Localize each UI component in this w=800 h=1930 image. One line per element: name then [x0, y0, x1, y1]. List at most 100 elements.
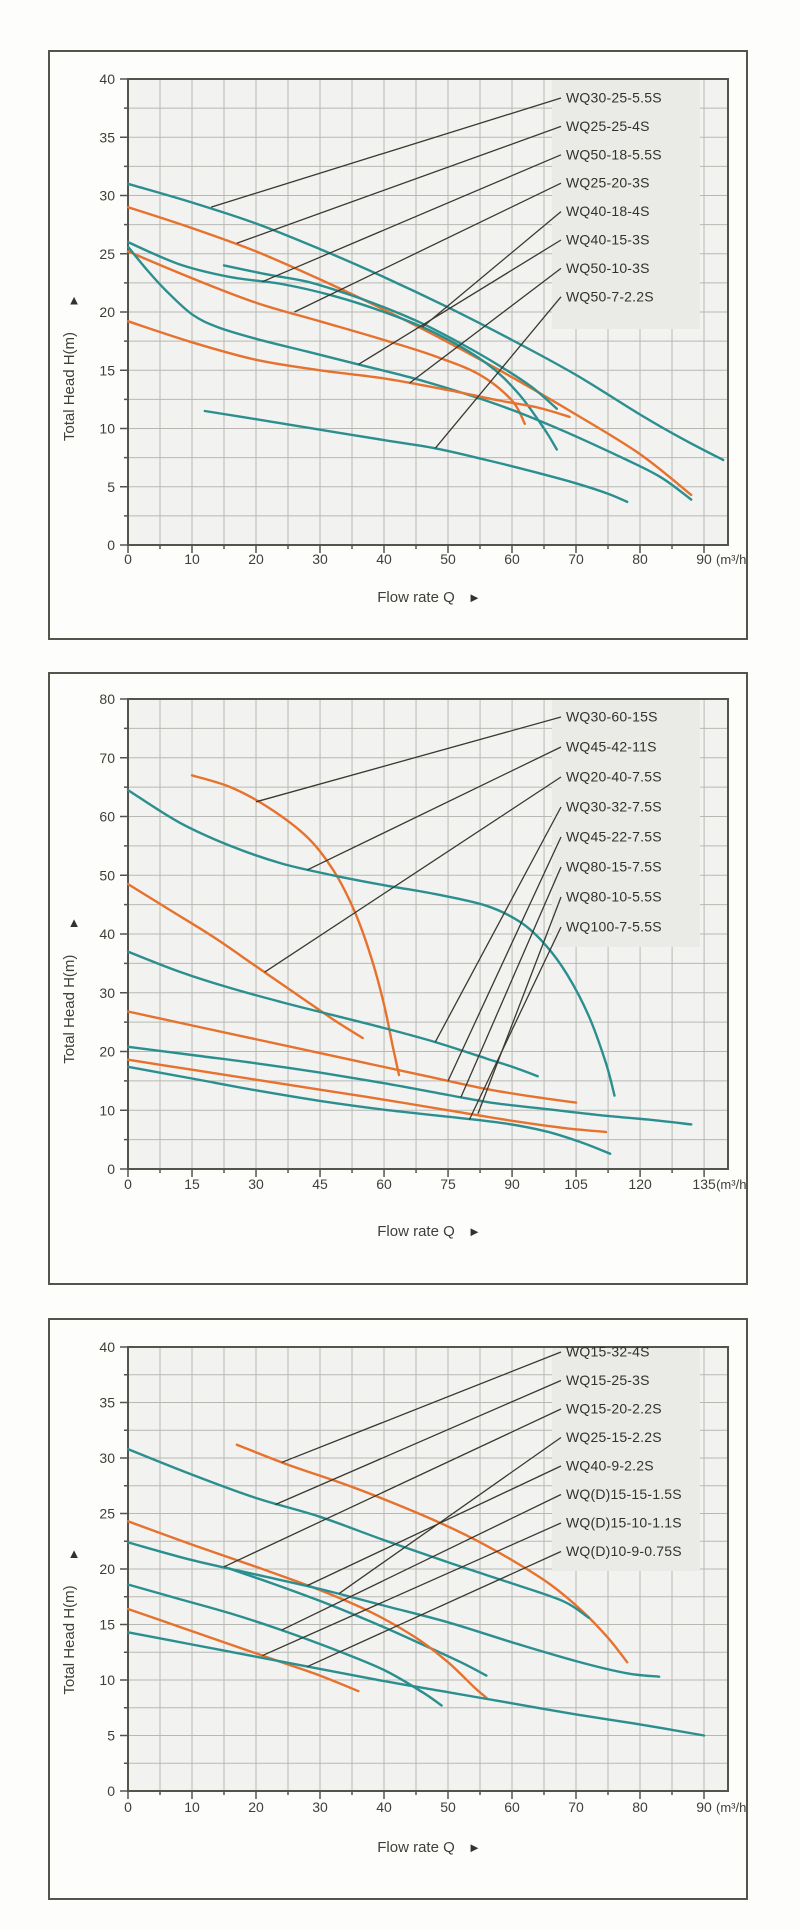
pump-curve-WQ30-32-7.5S	[126, 950, 539, 1078]
pump-curve-WQ(D)15-10-1.1S	[126, 1607, 360, 1693]
pump-curve-WQ40-18-4S	[222, 264, 558, 410]
leader-line	[477, 896, 562, 1115]
y-tick-label: 25	[99, 1506, 115, 1522]
x-axis-title: Flow rate Q	[377, 589, 455, 606]
x-tick-label: 90	[504, 1176, 520, 1192]
x-tick-label: 15	[184, 1176, 200, 1192]
y-tick-label: 40	[99, 71, 115, 87]
leader-line	[262, 1522, 562, 1657]
pump-curve-WQ40-9-2.2S	[126, 1541, 661, 1678]
x-tick-label: 30	[312, 1799, 328, 1815]
leader-line	[434, 296, 562, 449]
pump-curve-WQ50-10-3S	[126, 320, 571, 419]
y-tick-label: 30	[99, 985, 115, 1001]
pump-curve-WQ45-22-7.5S	[126, 1010, 578, 1104]
pump-performance-chart-small-1: 0 5 10 15 20 25 30 35 40 0 10 20 30 40 50 60 70 80 90 (m³/h…	[61, 71, 746, 606]
x-axis-unit: (m³/h)	[716, 1800, 746, 1815]
leader-line	[306, 1465, 562, 1587]
plot-frame	[127, 698, 729, 1170]
y-tick-label: 50	[99, 867, 115, 883]
pump-performance-chart-small-2: 0 5 10 15 20 25 30 35 40 0 10 20 30 40 50 60 70 80 90 (m³/h…	[61, 1339, 746, 1856]
x-tick-label: 30	[312, 551, 328, 567]
y-tick-label: 80	[99, 691, 115, 707]
leader-line	[338, 1436, 562, 1594]
x-tick-label: 20	[248, 1799, 264, 1815]
pump-chart-box-2: 0 10 20 30 40 50 60 70 80 0 15 30 45 60 75 90 105 120 135(…	[48, 672, 748, 1285]
x-axis-title: Flow rate Q	[377, 1839, 455, 1856]
pump-model-label: WQ(D)15-10-1.1S	[566, 1515, 682, 1531]
leader-line	[306, 746, 562, 871]
x-axis-unit: (m³/h)	[716, 552, 746, 567]
x-axis-unit: (m³/h)	[716, 1177, 746, 1192]
x-tick-label: 80	[632, 1799, 648, 1815]
pump-curve-WQ25-25-4S	[126, 206, 693, 497]
x-tick-label: 50	[440, 1799, 456, 1815]
pump-curve-WQ15-20-2.2S	[222, 1565, 488, 1677]
x-tick-label: 105	[564, 1176, 588, 1192]
pump-curve-WQ50-18-5.5S	[126, 240, 558, 451]
pump-model-label: WQ15-25-3S	[566, 1372, 650, 1388]
y-axis-arrow-icon: ▲	[68, 915, 81, 930]
y-tick-label: 0	[107, 537, 115, 553]
y-tick-label: 0	[107, 1783, 115, 1799]
pump-curve-WQ30-60-15S	[190, 774, 401, 1077]
y-axis-arrow-icon: ▲	[68, 1546, 81, 1561]
pump-curve-WQ25-20-3S	[126, 250, 526, 425]
x-tick-label: 70	[568, 1799, 584, 1815]
pump-model-label: WQ25-25-4S	[566, 118, 650, 134]
pump-model-label: WQ40-9-2.2S	[566, 1458, 654, 1474]
leader-line	[264, 776, 562, 973]
pump-model-label: WQ25-15-2.2S	[566, 1429, 662, 1445]
y-tick-label: 35	[99, 1395, 115, 1411]
leader-line	[294, 182, 562, 313]
pump-model-label: WQ20-40-7.5S	[566, 769, 662, 785]
pump-model-label: WQ(D)10-9-0.75S	[566, 1543, 682, 1559]
pump-curve-WQ30-25-5.5S	[126, 182, 725, 462]
x-tick-label: 60	[376, 1176, 392, 1192]
pump-model-label: WQ(D)15-15-1.5S	[566, 1486, 682, 1502]
y-tick-label: 0	[107, 1161, 115, 1177]
x-axis-arrow-icon: ►	[468, 1840, 481, 1855]
x-tick-label: 10	[184, 1799, 200, 1815]
x-tick-label: 80	[632, 551, 648, 567]
x-tick-label: 40	[376, 1799, 392, 1815]
y-tick-label: 10	[99, 1672, 115, 1688]
pump-curve-WQ(D)15-15-1.5S	[126, 1583, 443, 1707]
pump-model-label: WQ15-32-4S	[566, 1344, 650, 1360]
x-tick-label: 20	[248, 551, 264, 567]
x-tick-label: 50	[440, 551, 456, 567]
leader-line	[211, 97, 562, 208]
x-tick-label: 30	[248, 1176, 264, 1192]
pump-model-label: WQ25-20-3S	[566, 175, 650, 191]
y-tick-label: 40	[99, 1339, 115, 1355]
leader-line	[460, 866, 562, 1098]
y-tick-label: 20	[99, 1044, 115, 1060]
pump-curve-WQ50-7-2.2S	[203, 409, 629, 504]
x-tick-label: 60	[504, 551, 520, 567]
pump-model-label: WQ80-10-5.5S	[566, 889, 662, 905]
y-axis-title: Total Head H(m)	[61, 1585, 78, 1694]
y-tick-label: 20	[99, 304, 115, 320]
x-axis-arrow-icon: ►	[468, 590, 481, 605]
x-tick-label: 0	[124, 1176, 132, 1192]
pump-curve-WQ25-15-2.2S	[126, 1520, 488, 1699]
y-tick-label: 5	[107, 479, 115, 495]
pump-model-label: WQ40-18-4S	[566, 203, 650, 219]
leader-line	[468, 926, 562, 1120]
leader-line	[434, 806, 562, 1043]
y-tick-label: 30	[99, 1450, 115, 1466]
pump-curve-WQ80-10-5.5S	[126, 1058, 608, 1134]
pump-curve-WQ15-32-4S	[235, 1443, 629, 1664]
y-tick-label: 25	[99, 246, 115, 262]
x-tick-label: 90	[696, 551, 712, 567]
legend-panel	[552, 80, 700, 329]
leader-line	[358, 239, 562, 365]
pump-model-label: WQ30-60-15S	[566, 709, 658, 725]
x-tick-label: 0	[124, 551, 132, 567]
pump-chart-box-3: 0 5 10 15 20 25 30 35 40 0 10 20 30 40 50 60 70 80 90 (m³/h…	[48, 1318, 748, 1900]
pump-curve-WQ15-25-3S	[126, 1447, 590, 1619]
leader-line	[281, 1351, 562, 1464]
pump-model-label: WQ100-7-5.5S	[566, 919, 662, 935]
y-tick-label: 10	[99, 1102, 115, 1118]
x-tick-label: 75	[440, 1176, 456, 1192]
